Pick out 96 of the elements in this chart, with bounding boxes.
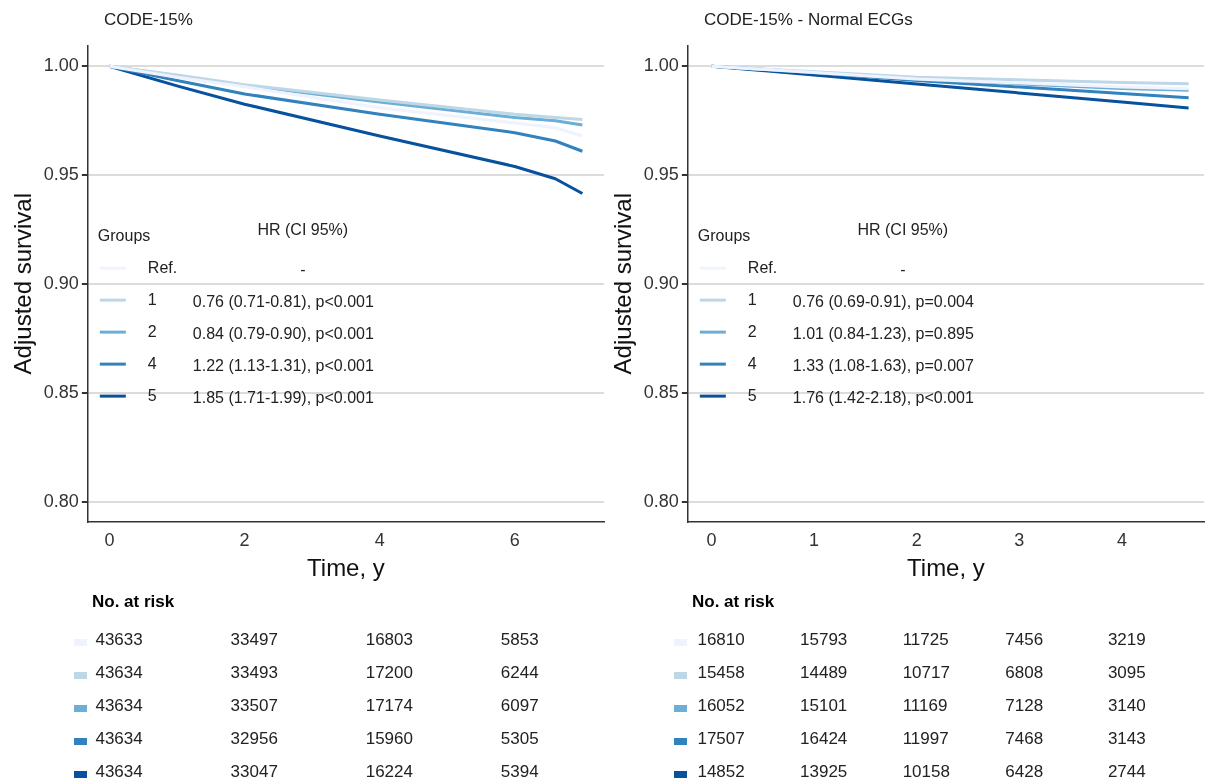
text: 5853 <box>500 630 539 650</box>
x-axis-title: Time, y <box>907 554 985 582</box>
text: 7468 <box>1005 729 1044 749</box>
text: 10717 <box>902 663 950 683</box>
y-axis-title: Adjusted survival <box>609 192 637 375</box>
legend-label: Ref. <box>747 258 778 276</box>
legend-label: 2 <box>147 322 157 340</box>
text: 15101 <box>800 696 848 716</box>
y-tick-label: 1.00 <box>643 55 679 76</box>
text: 16803 <box>365 630 413 650</box>
text: 16052 <box>697 696 745 716</box>
annotation: 0.76 (0.71-0.81), p<0.001 <box>192 292 374 310</box>
text: No. at risk <box>692 592 775 612</box>
text: 11725 <box>902 630 949 650</box>
x-tick-label: 4 <box>1116 530 1127 551</box>
text: 6428 <box>1005 762 1044 780</box>
annotation: - <box>300 260 306 278</box>
text: 15458 <box>697 663 745 683</box>
annotation: 1.22 (1.13-1.31), p<0.001 <box>192 356 374 374</box>
chart-title: CODE-15% <box>104 10 193 30</box>
text: 5394 <box>500 762 539 780</box>
y-tick-label: 0.90 <box>43 273 79 294</box>
x-tick-label: 0 <box>706 530 717 551</box>
text: 33493 <box>230 663 278 683</box>
x-tick-label: 3 <box>1014 530 1025 551</box>
legend-label: 5 <box>747 386 757 404</box>
y-tick-label: 0.90 <box>643 273 679 294</box>
text: 2744 <box>1107 762 1146 780</box>
text: 3140 <box>1107 696 1146 716</box>
legend-label: 4 <box>747 354 757 372</box>
x-axis-title: Time, y <box>307 554 385 582</box>
legend-title: Groups <box>697 226 751 244</box>
text: 3219 <box>1107 630 1146 650</box>
text: 32956 <box>230 729 278 749</box>
text: 3095 <box>1107 663 1146 683</box>
text: 43634 <box>95 729 143 749</box>
text: 17174 <box>365 696 413 716</box>
text: 14489 <box>800 663 848 683</box>
text: 15960 <box>365 729 413 749</box>
text: 33497 <box>230 630 278 650</box>
text: 5305 <box>500 729 539 749</box>
annotation: HR (CI 95%) <box>257 220 349 238</box>
legend-label: 1 <box>147 290 157 308</box>
annotation: HR (CI 95%) <box>857 220 949 238</box>
x-tick-label: 1 <box>809 530 820 551</box>
y-axis-title: Adjusted survival <box>9 192 37 375</box>
text: 14852 <box>697 762 745 780</box>
chart-title: CODE-15% - Normal ECGs <box>704 10 913 30</box>
text: 15793 <box>800 630 848 650</box>
text: 16424 <box>800 729 848 749</box>
y-tick-label: 0.85 <box>643 382 679 403</box>
text: 7128 <box>1005 696 1044 716</box>
annotation: 1.76 (1.42-2.18), p<0.001 <box>792 388 974 406</box>
x-tick-label: 6 <box>509 530 520 551</box>
legend-label: 4 <box>147 354 157 372</box>
y-tick-label: 0.80 <box>43 490 79 511</box>
text: 33047 <box>230 762 278 780</box>
legend-label: 1 <box>747 290 757 308</box>
annotation: 0.76 (0.69-0.91), p=0.004 <box>792 292 974 310</box>
legend-label: 5 <box>147 386 157 404</box>
y-tick-label: 1.00 <box>43 55 79 76</box>
text: 16224 <box>365 762 413 780</box>
y-tick-label: 0.80 <box>643 490 679 511</box>
y-tick-label: 0.85 <box>43 382 79 403</box>
text: 6244 <box>500 663 539 683</box>
y-tick-label: 0.95 <box>643 164 679 185</box>
text: 7456 <box>1005 630 1044 650</box>
text: 16810 <box>697 630 745 650</box>
text: 43634 <box>95 762 143 780</box>
y-tick-label: 0.95 <box>43 164 79 185</box>
text: 43634 <box>95 663 143 683</box>
x-tick-label: 0 <box>104 530 115 551</box>
text: 33507 <box>230 696 278 716</box>
text: 6808 <box>1005 663 1044 683</box>
annotation: 0.84 (0.79-0.90), p<0.001 <box>192 324 374 342</box>
text: 10158 <box>902 762 950 780</box>
text: 17200 <box>365 663 413 683</box>
annotation: 1.85 (1.71-1.99), p<0.001 <box>192 388 374 406</box>
text: 43634 <box>95 696 143 716</box>
legend-title: Groups <box>97 226 151 244</box>
annotation: 1.33 (1.08-1.63), p=0.007 <box>792 356 974 374</box>
annotation: - <box>900 260 906 278</box>
text: 11997 <box>902 729 949 749</box>
legend-label: 2 <box>747 322 757 340</box>
legend-label: Ref. <box>147 258 178 276</box>
annotation: 1.01 (0.84-1.23), p=0.895 <box>792 324 974 342</box>
text: 43633 <box>95 630 143 650</box>
text: No. at risk <box>92 592 175 612</box>
text: 17507 <box>697 729 745 749</box>
x-tick-label: 2 <box>239 530 250 551</box>
text: 3143 <box>1107 729 1146 749</box>
text: 11169 <box>902 696 948 716</box>
text: 6097 <box>500 696 539 716</box>
x-tick-label: 4 <box>374 530 385 551</box>
x-tick-label: 2 <box>911 530 922 551</box>
text: 13925 <box>800 762 848 780</box>
